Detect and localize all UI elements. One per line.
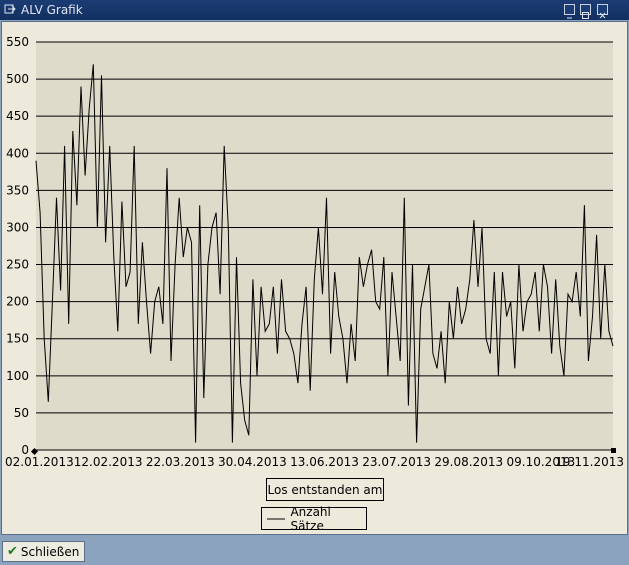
x-tick-label: 29.08.2013 xyxy=(434,455,503,469)
y-tick-label: 100 xyxy=(6,369,29,383)
legend: Anzahl Sätze xyxy=(261,504,367,533)
x-axis-title: Los entstanden am xyxy=(267,482,383,497)
y-tick-label: 350 xyxy=(6,183,29,197)
y-tick-label: 300 xyxy=(6,220,29,234)
x-tick-label: 13.06.2013 xyxy=(290,455,359,469)
x-tick-label: 23.07.2013 xyxy=(362,455,431,469)
x-axis-title-box: Los entstanden am xyxy=(266,478,384,501)
window-title: ALV Grafik xyxy=(21,3,83,17)
window-menu-icon[interactable] xyxy=(4,3,16,15)
legend-line-swatch xyxy=(267,518,285,519)
series-line-anzahl-saetze xyxy=(35,64,614,443)
y-tick-label: 200 xyxy=(6,295,29,309)
close-icon xyxy=(599,12,606,19)
y-tick-label: 550 xyxy=(6,35,29,49)
x-tick-label: 22.03.2013 xyxy=(146,455,215,469)
checkmark-icon: ✔ xyxy=(7,544,18,559)
legend-label: Anzahl Sätze xyxy=(290,504,331,533)
x-axis-tick-labels: 02.01.2013 12.02.2013 22.03.2013 30.04.2013… xyxy=(5,455,624,469)
close-button[interactable]: ✔ Schließen xyxy=(2,541,85,562)
maximize-icon xyxy=(582,12,589,19)
close-button-label: Schließen xyxy=(20,544,80,559)
maximize-button[interactable] xyxy=(580,4,591,19)
gridlines xyxy=(36,41,613,451)
title-bar[interactable]: ALV Grafik xyxy=(0,0,629,20)
y-tick-label: 250 xyxy=(6,258,29,272)
x-tick-label: 30.04.2013 xyxy=(218,455,287,469)
close-window-button[interactable] xyxy=(597,4,608,19)
line-chart: 0 50 100 150 200 250 300 350 400 450 500 550 02.01.… xyxy=(5,35,624,469)
y-tick-label: 500 xyxy=(6,72,29,86)
x-tick-label: 09.10.2013 xyxy=(507,455,576,469)
x-tick-label: 02.01.2013 xyxy=(5,455,74,469)
minimize-button[interactable] xyxy=(564,4,575,19)
y-tick-label: 0 xyxy=(21,443,29,457)
footer-toolbar xyxy=(0,535,629,565)
x-axis-start-marker xyxy=(30,447,39,456)
x-tick-label: 12.02.2013 xyxy=(74,455,143,469)
y-tick-label: 450 xyxy=(6,109,29,123)
y-axis-tick-labels: 0 50 100 150 200 250 300 350 400 450 500 550 xyxy=(6,35,29,457)
y-tick-label: 50 xyxy=(14,406,29,420)
y-tick-label: 400 xyxy=(6,146,29,160)
x-axis-end-marker xyxy=(611,448,616,453)
x-tick-label: 19.11.2013 xyxy=(555,455,624,469)
y-tick-label: 150 xyxy=(6,332,29,346)
minimize-icon xyxy=(567,17,572,19)
